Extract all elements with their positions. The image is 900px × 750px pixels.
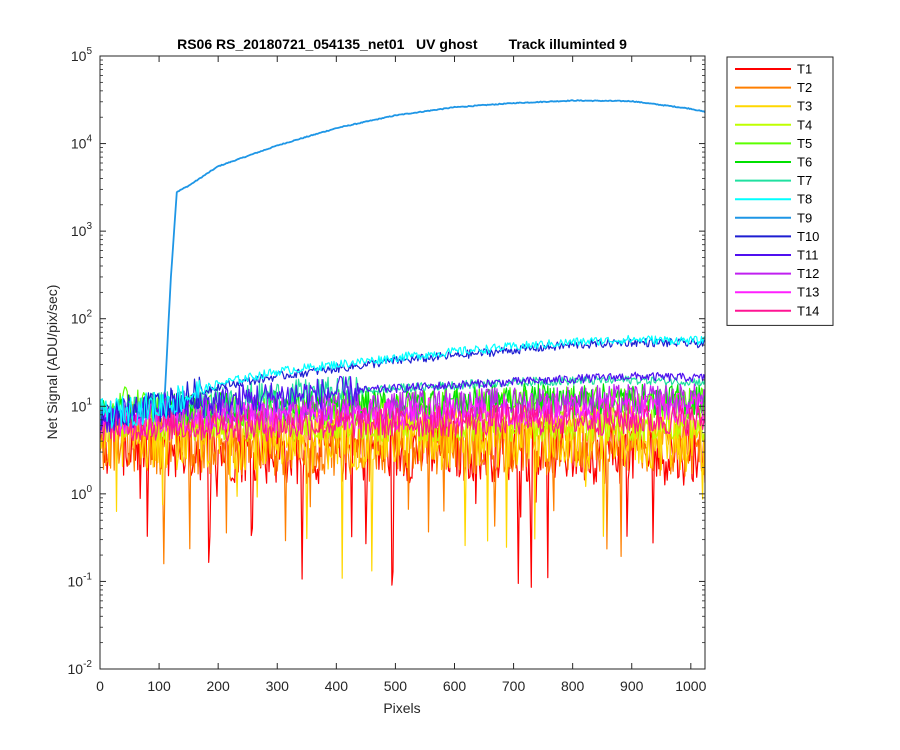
x-tick-label: 0	[96, 678, 104, 694]
plot-area	[100, 56, 705, 669]
x-tick-label: 400	[325, 678, 349, 694]
series-line-t8	[100, 334, 705, 429]
x-tick-label: 200	[206, 678, 230, 694]
legend-label: T14	[797, 303, 819, 318]
legend-item-t4: T4	[735, 117, 812, 132]
legend-label: T13	[797, 285, 819, 300]
legend-label: T6	[797, 155, 812, 170]
y-tick-label: 10-2	[68, 659, 93, 677]
x-tick-label: 900	[620, 678, 644, 694]
legend-label: T5	[797, 136, 812, 151]
legend-item-t2: T2	[735, 80, 812, 95]
legend-label: T2	[797, 80, 812, 95]
y-axis-label: Net Signal (ADU/pix/sec)	[44, 285, 60, 440]
x-tick-label: 300	[266, 678, 290, 694]
legend-item-t6: T6	[735, 155, 812, 170]
x-tick-label: 800	[561, 678, 585, 694]
legend-item-t9: T9	[735, 210, 812, 225]
legend-label: T9	[797, 210, 812, 225]
legend-item-t13: T13	[735, 285, 819, 300]
legend-label: T8	[797, 192, 812, 207]
legend-item-t5: T5	[735, 136, 812, 151]
axes-box	[99, 55, 706, 670]
legend: T1 T2 T3 T4 T5 T6 T7 T8 T9 T10 T11 T12 T13 T14	[726, 56, 834, 326]
axes-layer: 0 100 200 300 400 500 600 700 800 900 1000 10-2 10-1…	[68, 46, 707, 694]
x-tick-label: 100	[147, 678, 171, 694]
x-tick-label: 700	[502, 678, 526, 694]
legend-item-t7: T7	[735, 173, 812, 188]
y-tick-label: 102	[71, 309, 93, 327]
y-tick-label: 10-1	[68, 571, 93, 589]
series-line-t14	[100, 403, 705, 442]
legend-item-t10: T10	[735, 229, 819, 244]
series-layer	[100, 99, 705, 588]
legend-label: T1	[797, 62, 812, 77]
x-tick-label: 600	[443, 678, 467, 694]
legend-item-t3: T3	[735, 99, 812, 114]
legend-label: T3	[797, 99, 812, 114]
x-axis-label: Pixels	[383, 700, 420, 716]
y-tick-label: 105	[71, 46, 93, 64]
legend-item-t12: T12	[735, 266, 819, 281]
series-line-t11	[100, 371, 705, 433]
legend-box	[726, 56, 834, 326]
legend-item-t8: T8	[735, 192, 812, 207]
y-tick-label: 101	[71, 396, 93, 414]
x-tick-label: 1000	[675, 678, 706, 694]
legend-label: T4	[797, 117, 812, 132]
y-tick-label: 104	[71, 134, 93, 152]
legend-item-t11: T11	[735, 248, 818, 263]
legend-item-t1: T1	[735, 62, 812, 77]
legend-label: T7	[797, 173, 812, 188]
legend-label: T10	[797, 229, 819, 244]
chart-title: RS06 RS_20180721_054135_net01 UV ghost T…	[177, 36, 627, 52]
series-line-t9	[100, 99, 705, 427]
x-tick-label: 500	[384, 678, 408, 694]
legend-item-t14: T14	[735, 303, 819, 318]
legend-label: T11	[797, 248, 818, 263]
y-tick-label: 100	[71, 484, 93, 502]
y-tick-label: 103	[71, 221, 93, 239]
legend-label: T12	[797, 266, 819, 281]
